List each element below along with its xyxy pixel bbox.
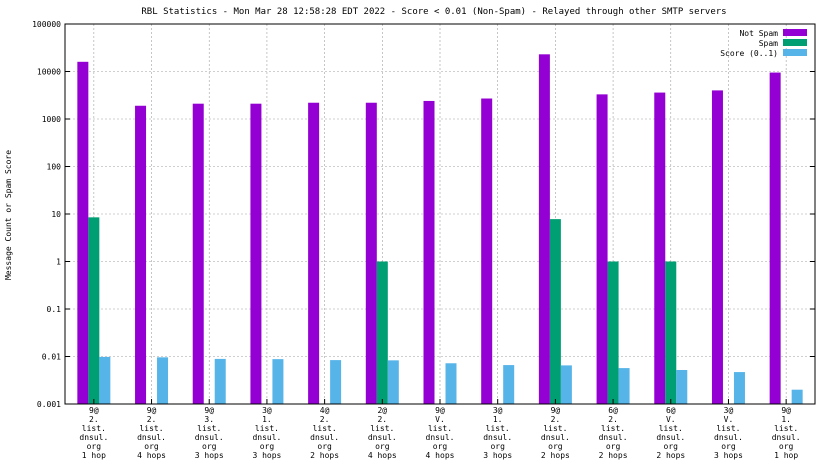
x-category-label: 9@ 1. list. dnsul. org 1 hop (772, 406, 801, 460)
bar-not-spam (538, 54, 550, 404)
x-category-label: 9@ V. list. dnsul. org 4 hops (426, 406, 455, 460)
y-tick-label: 0.001 (37, 400, 61, 409)
bar-score-0-1 (387, 360, 399, 404)
legend-swatch (783, 49, 807, 56)
legend-label: Spam (759, 39, 778, 48)
bar-score-0-1 (157, 357, 169, 404)
y-tick-label: 100 (47, 163, 62, 172)
bar-score-0-1 (733, 372, 745, 404)
x-category-label: 6@ V. list. dnsul. org 2 hops (656, 406, 685, 460)
bar-score-0-1 (560, 365, 572, 404)
x-category-label: 9@ 2. list. dnsul. org 2 hops (541, 406, 570, 460)
bar-score-0-1 (503, 365, 515, 404)
bar-score-0-1 (99, 356, 111, 404)
bar-not-spam (135, 105, 147, 404)
legend-label: Score (0..1) (720, 49, 778, 58)
x-category-label: 2@ 2. list. dnsul. org 4 hops (368, 406, 397, 460)
x-ticks: 9@ 2. list. dnsul. org 1 hop 9@ 2. list. dnsul. or… (79, 399, 801, 460)
x-category-label: 9@ 2. list. dnsul. org 4 hops (137, 406, 166, 460)
bar-not-spam (769, 72, 781, 404)
x-category-label: 3@ V. list. dnsul. org 3 hops (714, 406, 743, 460)
bar-spam (665, 261, 677, 404)
y-tick-label: 1000 (42, 115, 61, 124)
y-tick-label: 0.1 (47, 305, 62, 314)
bar-not-spam (192, 103, 204, 404)
y-ticks: 100000 10000 1000 100 10 1 0.1 0.01 0.001 (32, 20, 815, 409)
bar-not-spam (308, 102, 320, 404)
y-axis-label: Message Count or Spam Score (4, 150, 13, 280)
bar-spam (549, 219, 561, 404)
bar-not-spam (481, 98, 493, 404)
bar-spam (607, 261, 619, 404)
bar-score-0-1 (330, 360, 342, 404)
x-category-label: 9@ 3. list. dnsul. org 3 hops (195, 406, 224, 460)
bar-not-spam (596, 94, 608, 404)
y-tick-label: 10 (51, 210, 61, 219)
x-category-label: 9@ 2. list. dnsul. org 1 hop (79, 406, 108, 460)
y-tick-label: 0.01 (42, 353, 61, 362)
x-category-label: 3@ 1. list. dnsul. org 3 hops (252, 406, 281, 460)
legend-swatch (783, 29, 807, 36)
legend-label: Not Spam (739, 29, 778, 38)
legend-swatch (783, 39, 807, 46)
y-tick-label: 100000 (32, 20, 61, 29)
y-tick-label: 1 (56, 258, 61, 267)
bar-not-spam (365, 102, 377, 404)
bar-not-spam (250, 103, 262, 404)
grid-lines (65, 24, 815, 404)
bar-score-0-1 (214, 358, 226, 404)
bar-score-0-1 (445, 363, 457, 404)
bar-score-0-1 (618, 368, 630, 404)
bar-not-spam (423, 100, 435, 404)
x-category-label: 4@ 2. list. dnsul. org 2 hops (310, 406, 339, 460)
bars (77, 54, 803, 405)
bar-spam (376, 261, 388, 404)
bar-score-0-1 (676, 369, 688, 404)
chart-title: RBL Statistics - Mon Mar 28 12:58:28 EDT… (141, 7, 726, 17)
x-category-label: 6@ 2. list. dnsul. org 2 hops (599, 406, 628, 460)
bar-score-0-1 (791, 389, 803, 404)
bar-not-spam (77, 61, 89, 405)
bar-not-spam (711, 90, 723, 404)
x-category-label: 3@ 1. list. dnsul. org 3 hops (483, 406, 512, 460)
bar-spam (88, 217, 100, 404)
y-tick-label: 10000 (37, 68, 61, 77)
bar-not-spam (654, 92, 666, 405)
bar-score-0-1 (272, 359, 284, 404)
